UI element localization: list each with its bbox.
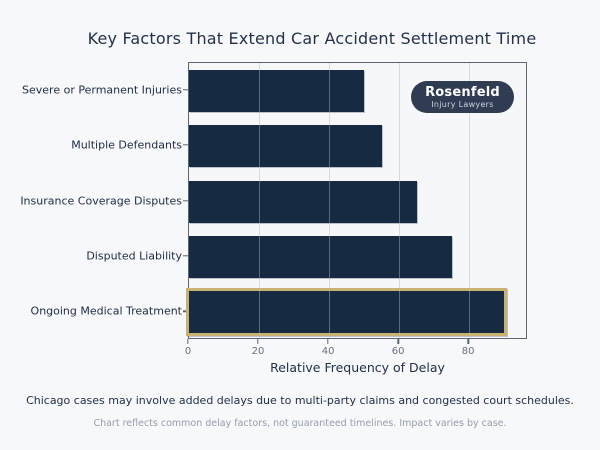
footnote-secondary: Chart reflects common delay factors, not… xyxy=(93,418,507,429)
x-tick-label: 60 xyxy=(391,346,405,357)
chart-title: Key Factors That Extend Car Accident Set… xyxy=(87,29,537,48)
x-tick-label: 0 xyxy=(184,346,192,357)
y-axis-label: Multiple Defendants xyxy=(71,138,182,152)
y-axis-label: Disputed Liability xyxy=(86,249,182,263)
x-tick-mark xyxy=(257,339,259,344)
x-tick-label: 20 xyxy=(251,346,265,357)
bar xyxy=(189,69,365,112)
bar-highlighted xyxy=(186,288,508,337)
logo-badge: Rosenfeld Injury Lawyers xyxy=(411,81,514,113)
gridline-x-60 xyxy=(399,63,401,338)
bar xyxy=(189,180,417,223)
bar xyxy=(189,235,452,278)
x-tick-mark xyxy=(327,339,329,344)
footnote-primary: Chicago cases may involve added delays d… xyxy=(26,394,574,407)
gridline-x-20 xyxy=(259,63,261,338)
logo-tagline: Injury Lawyers xyxy=(431,99,494,109)
y-axis-label: Insurance Coverage Disputes xyxy=(20,194,182,207)
x-tick-mark xyxy=(397,339,399,344)
bar xyxy=(189,125,382,168)
x-tick-label: 40 xyxy=(321,346,335,357)
x-tick-mark xyxy=(187,339,189,344)
gridline-x-80 xyxy=(469,63,471,338)
y-axis-label: Severe or Permanent Injuries xyxy=(22,83,182,97)
y-axis-label: Ongoing Medical Treatment xyxy=(30,304,182,318)
gridline-x-40 xyxy=(329,63,331,338)
x-tick-mark xyxy=(467,339,469,344)
x-tick-label: 80 xyxy=(461,346,475,357)
logo-name: Rosenfeld xyxy=(425,84,500,100)
x-axis-label: Relative Frequency of Delay xyxy=(270,360,445,375)
